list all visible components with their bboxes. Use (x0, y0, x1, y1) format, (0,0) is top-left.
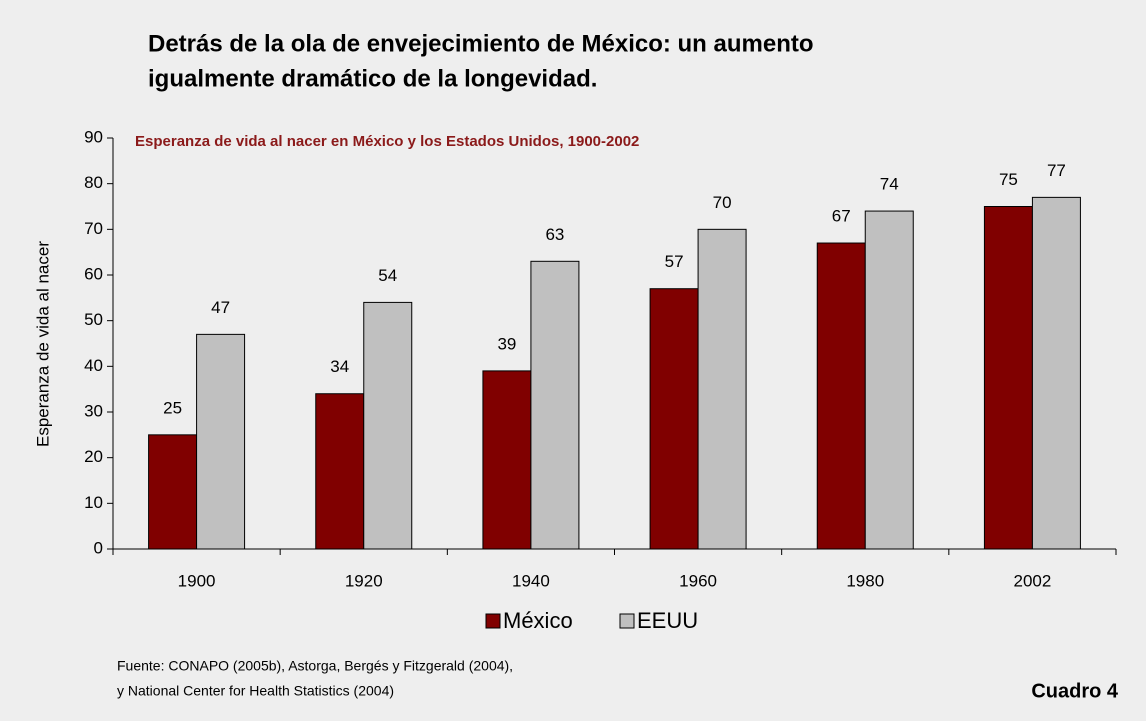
legend-swatch (619, 613, 635, 629)
bar (816, 242, 866, 550)
bar (983, 206, 1033, 550)
x-tick-label: 1960 (679, 571, 717, 590)
bar (196, 333, 246, 550)
data-label: 67 (832, 207, 851, 226)
x-tick-label: 1920 (345, 571, 383, 590)
bar (148, 434, 198, 550)
source: Fuente: CONAPO (2005b), Astorga, Bergés … (117, 658, 513, 674)
y-tick-label: 0 (94, 538, 103, 557)
data-label: 57 (665, 252, 684, 271)
data-label: 75 (999, 170, 1018, 189)
y-tick-label: 40 (84, 356, 103, 375)
chart-subtitle: Esperanza de vida al nacer en México y l… (135, 133, 639, 150)
y-tick-label: 90 (84, 127, 103, 146)
bar (315, 393, 365, 550)
data-label: 39 (497, 334, 516, 353)
data-label: 34 (330, 357, 349, 376)
bar (1031, 196, 1081, 550)
y-tick-label: 10 (84, 493, 103, 512)
chart-title: igualmente dramático de la longevidad. (148, 65, 597, 92)
y-tick-label: 70 (84, 219, 103, 238)
data-label: 54 (378, 266, 397, 285)
data-label: 25 (163, 398, 182, 417)
x-tick-label: 1900 (178, 571, 216, 590)
chart-label: Cuadro 4 (1031, 680, 1119, 702)
y-tick-label: 60 (84, 264, 103, 283)
x-tick-label: 1940 (512, 571, 550, 590)
y-tick-label: 80 (84, 173, 103, 192)
data-label: 47 (211, 298, 230, 317)
bar (649, 288, 699, 550)
bar (363, 301, 413, 550)
data-label: 74 (880, 175, 899, 194)
bar (864, 210, 914, 550)
y-tick-label: 20 (84, 447, 103, 466)
source: y National Center for Health Statistics … (117, 683, 394, 699)
chart-title: Detrás de la ola de envejecimiento de Mé… (148, 30, 814, 57)
x-tick-label: 1980 (846, 571, 884, 590)
y-axis-label: Esperanza de vida al nacer (33, 241, 52, 447)
legend-swatch (485, 613, 501, 629)
data-label: 70 (713, 193, 732, 212)
data-label: 63 (545, 225, 564, 244)
legend-label: México (503, 608, 573, 633)
y-tick-label: 50 (84, 310, 103, 329)
bar (697, 228, 747, 550)
x-tick-label: 2002 (1014, 571, 1052, 590)
data-label: 77 (1047, 161, 1066, 180)
legend-label: EEUU (637, 608, 698, 633)
bar (530, 260, 580, 550)
bar (482, 370, 532, 550)
y-tick-label: 30 (84, 401, 103, 420)
